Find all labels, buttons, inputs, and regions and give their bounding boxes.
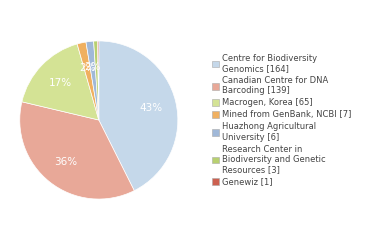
Wedge shape [77, 42, 99, 120]
Wedge shape [20, 102, 134, 199]
Legend: Centre for Biodiversity
Genomics [164], Canadian Centre for DNA
Barcoding [139],: Centre for Biodiversity Genomics [164], … [212, 53, 353, 187]
Wedge shape [86, 41, 99, 120]
Text: 43%: 43% [139, 103, 163, 113]
Text: 17%: 17% [48, 78, 71, 88]
Wedge shape [99, 41, 178, 191]
Wedge shape [98, 41, 99, 120]
Text: 36%: 36% [54, 157, 77, 167]
Text: 2%: 2% [84, 62, 101, 72]
Text: 2%: 2% [79, 63, 95, 72]
Wedge shape [22, 44, 99, 120]
Wedge shape [93, 41, 99, 120]
